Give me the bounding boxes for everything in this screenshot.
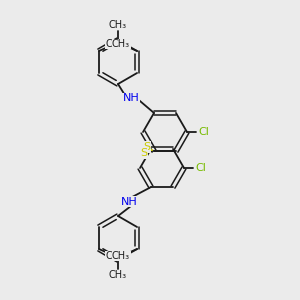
Text: CH₃: CH₃ [112, 39, 130, 49]
Text: CH₃: CH₃ [109, 270, 127, 280]
Text: CH₃: CH₃ [112, 251, 130, 261]
Text: CH₃: CH₃ [106, 251, 124, 261]
Text: S: S [140, 148, 148, 158]
Text: NH: NH [121, 196, 138, 206]
Text: CH₃: CH₃ [109, 20, 127, 30]
Text: Cl: Cl [196, 163, 206, 173]
Text: CH₃: CH₃ [106, 39, 124, 49]
Text: Cl: Cl [199, 127, 209, 137]
Text: S: S [143, 142, 151, 152]
Text: NH: NH [123, 94, 140, 103]
